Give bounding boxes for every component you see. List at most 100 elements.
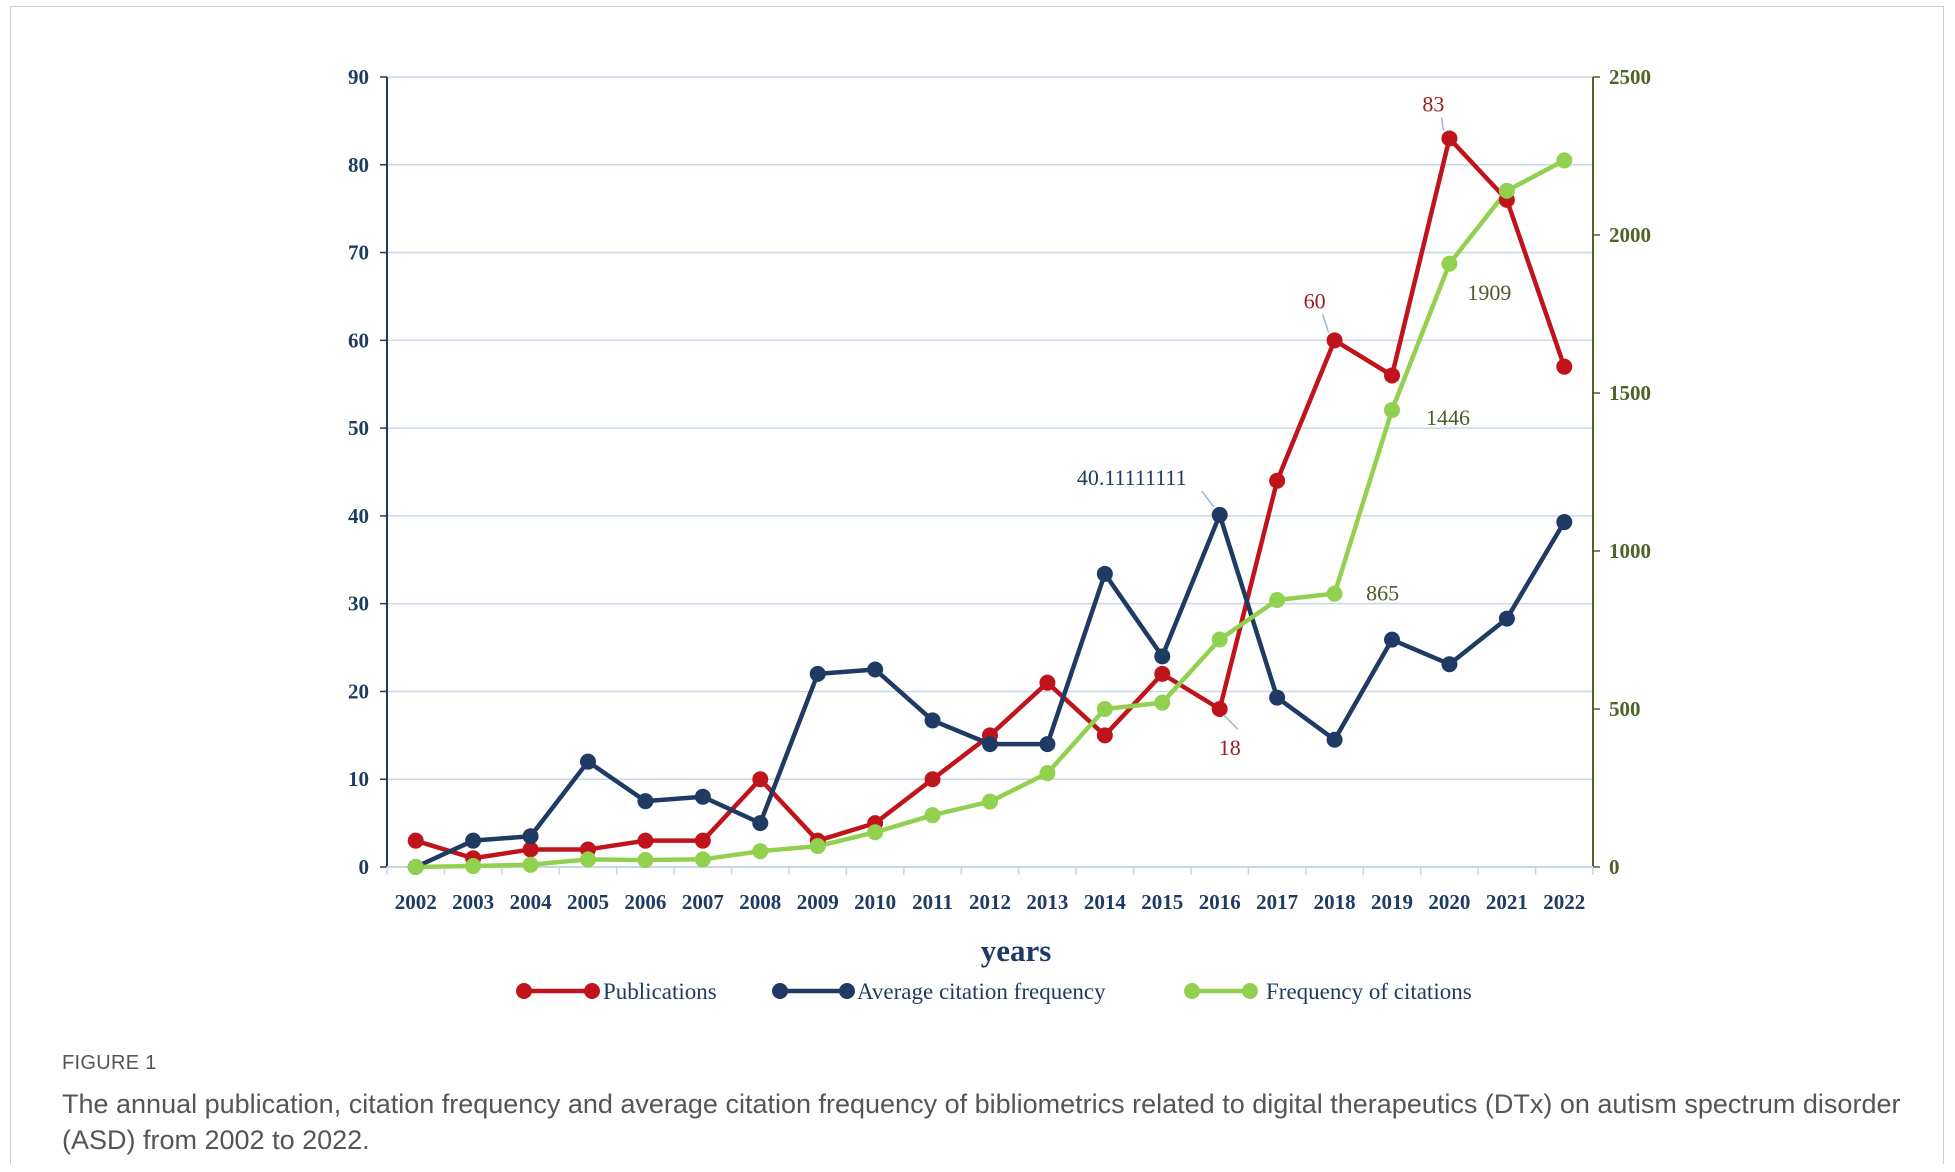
right-y-tick-label: 2500 <box>1609 65 1651 89</box>
data-point <box>580 851 596 868</box>
data-point <box>1269 689 1286 706</box>
right-y-tick-label: 0 <box>1609 855 1620 879</box>
data-point <box>1269 591 1286 608</box>
data-point <box>1154 665 1171 682</box>
data-point <box>522 841 539 858</box>
grid-lines <box>387 76 1593 780</box>
data-point <box>637 793 654 810</box>
data-point <box>1154 694 1171 711</box>
data-point <box>1096 727 1113 744</box>
data-point <box>1441 255 1458 272</box>
data-point <box>1039 736 1056 753</box>
annotation-label: 60 <box>1304 288 1326 313</box>
legend-swatch-marker <box>1242 983 1258 999</box>
data-point <box>924 712 941 729</box>
data-point <box>1384 402 1400 419</box>
right-y-tick-label: 1000 <box>1609 539 1651 563</box>
data-point <box>1096 565 1113 582</box>
annotation-label: 18 <box>1219 735 1241 760</box>
data-point <box>867 661 884 678</box>
line-chart: 0 10 20 30 40 50 60 70 80 90 0 500 1000 1500 2000 2500… <box>348 65 1651 1004</box>
data-point <box>1154 648 1171 665</box>
data-annotations: 83 60 18 40.11111111 1909 1446 865 <box>1077 91 1512 760</box>
series-points <box>407 130 1573 875</box>
left-y-tick-label: 90 <box>348 65 369 89</box>
data-point <box>694 832 711 849</box>
legend-label: Frequency of citations <box>1266 979 1472 1004</box>
data-point <box>1096 701 1113 717</box>
data-point <box>407 859 424 875</box>
x-tick-label: 2005 <box>567 890 609 914</box>
legend-swatch-marker <box>1184 983 1200 999</box>
annotation-leader <box>1440 117 1445 131</box>
data-point <box>1211 506 1228 523</box>
annotation-leader <box>1223 714 1239 730</box>
annotation-leader <box>1201 490 1215 508</box>
x-tick-label: 2013 <box>1026 890 1068 914</box>
left-y-tick-label: 40 <box>348 504 369 528</box>
left-y-tick-label: 30 <box>348 592 369 616</box>
data-point <box>752 771 769 788</box>
data-point <box>1441 130 1458 147</box>
data-point <box>1326 731 1343 748</box>
data-point <box>580 753 596 770</box>
x-tick-label: 2007 <box>682 890 724 914</box>
data-point <box>752 843 769 860</box>
data-point <box>1498 610 1515 627</box>
data-point <box>1556 152 1573 169</box>
x-tick-label: 2020 <box>1428 890 1470 914</box>
legend-label: Publications <box>603 979 717 1004</box>
data-point <box>694 851 711 868</box>
data-point <box>522 856 539 873</box>
data-point <box>1039 765 1056 782</box>
data-point <box>809 665 826 682</box>
data-point <box>867 824 884 841</box>
x-tick-label: 2004 <box>510 890 553 914</box>
data-point <box>752 815 769 832</box>
data-point <box>1211 701 1228 717</box>
x-ticks: 2002 2003 2004 2005 2006 2007 2008 2009 2010 2011… <box>386 867 1594 914</box>
data-point <box>1441 656 1458 673</box>
right-y-tick-label: 1500 <box>1609 381 1651 405</box>
data-point <box>1211 631 1228 648</box>
legend-swatch-marker <box>772 983 788 999</box>
data-point <box>522 828 539 845</box>
x-tick-label: 2010 <box>854 890 896 914</box>
annotation-label: 83 <box>1422 91 1444 116</box>
x-tick-label: 2006 <box>624 890 666 914</box>
left-y-tick-label: 50 <box>348 416 369 440</box>
left-y-tick-label: 20 <box>348 679 369 703</box>
data-point <box>694 788 711 805</box>
data-point <box>1498 182 1515 199</box>
data-point <box>1556 514 1573 531</box>
x-axis-label: years <box>981 933 1052 968</box>
x-tick-label: 2017 <box>1256 890 1298 914</box>
right-y-ticks: 0 500 1000 1500 2000 2500 <box>1593 65 1651 879</box>
data-point <box>1326 332 1343 349</box>
annotation-label: 1446 <box>1426 405 1470 430</box>
data-point <box>1269 472 1286 489</box>
left-y-tick-label: 70 <box>348 241 369 265</box>
figure-label: FIGURE 1 <box>62 1052 157 1074</box>
data-point <box>1039 674 1056 691</box>
data-point <box>637 832 654 849</box>
x-tick-label: 2021 <box>1486 890 1528 914</box>
x-tick-label: 2016 <box>1199 890 1241 914</box>
legend-swatch-marker <box>516 983 532 999</box>
annotation-label: 1909 <box>1467 280 1511 305</box>
x-tick-label: 2011 <box>912 890 953 914</box>
data-point <box>809 838 826 855</box>
legend-swatch-marker <box>584 983 600 999</box>
data-point <box>407 832 424 849</box>
x-tick-label: 2018 <box>1314 890 1356 914</box>
figure-caption: The annual publication, citation frequen… <box>62 1089 1901 1155</box>
right-y-tick-label: 2000 <box>1609 223 1651 247</box>
data-point <box>982 793 998 810</box>
data-point <box>465 858 482 875</box>
x-tick-label: 2019 <box>1371 890 1413 914</box>
left-y-tick-label: 80 <box>348 153 369 177</box>
x-tick-label: 2012 <box>969 890 1011 914</box>
figure-frame <box>10 6 1944 1164</box>
data-point <box>1384 367 1400 384</box>
x-tick-label: 2009 <box>797 890 839 914</box>
